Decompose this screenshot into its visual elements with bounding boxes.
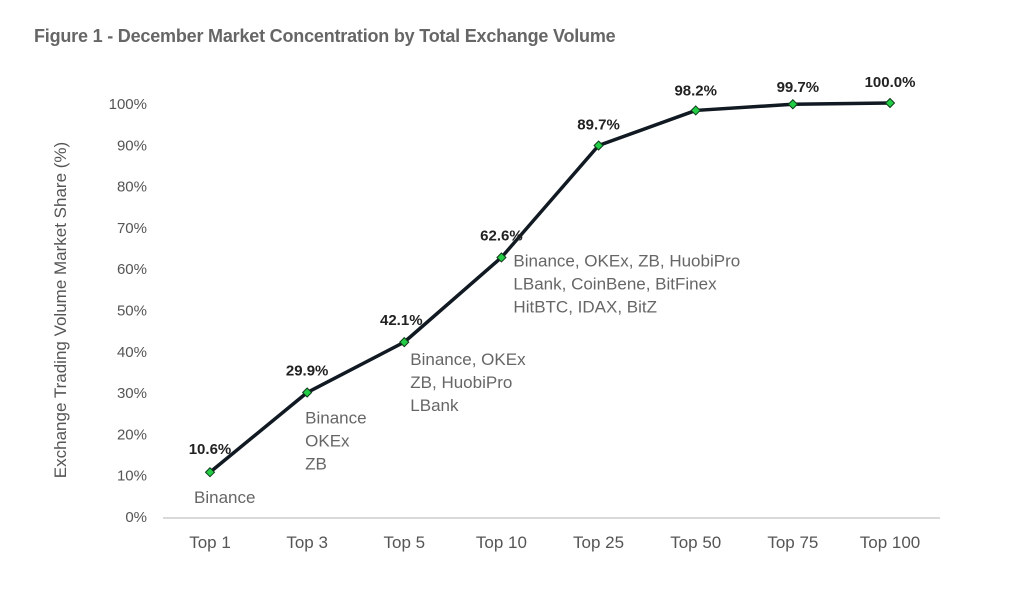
annotation-text: HitBTC, IDAX, BitZ [513,297,657,316]
data-label: 98.2% [674,82,717,99]
data-label: 62.6% [480,227,523,244]
annotation-text: Binance [194,488,255,507]
series-line [208,101,892,474]
x-tick-label: Top 50 [670,533,721,552]
annotation-text: LBank, CoinBene, BitFinex [513,274,717,293]
y-tick-label: 90% [117,137,147,154]
series-markers [204,97,896,478]
data-point-marker [690,105,701,116]
y-tick-label: 80% [117,179,147,196]
y-axis-label: Exchange Trading Volume Market Share (%) [51,142,70,478]
x-tick-label: Top 100 [860,533,921,552]
annotation-text: OKEx [305,432,350,451]
annotation-text: ZB [305,455,327,474]
data-point-marker [496,252,507,263]
data-label: 42.1% [380,312,423,329]
annotation-text: Binance, OKEx, ZB, HuobiPro [513,251,740,270]
data-point-marker [787,99,799,110]
x-tick-label: Top 3 [286,533,328,552]
x-tick-label: Top 5 [383,533,425,552]
data-label: 100.0% [865,74,916,91]
y-tick-label: 60% [117,261,147,278]
y-tick-label: 50% [117,303,147,320]
y-tick-label: 100% [109,96,147,113]
annotations: Binance Binance OKEx ZB Binance, OKEx ZB, Huo… [194,251,740,507]
y-tick-label: 10% [117,468,147,485]
data-point-marker [204,467,216,478]
y-axis-ticks: 0% 10% 20% 30% 40% 50% 60% 70% 80% 90% 100% [109,96,147,526]
chart-title: Figure 1 - December Market Concentration… [34,26,616,46]
annotation-text: Binance [305,409,366,428]
y-tick-label: 70% [117,220,147,237]
data-point-marker [399,336,410,348]
data-point-marker [593,140,604,151]
x-tick-label: Top 1 [189,533,231,552]
data-labels: 10.6% 29.9% 42.1% 62.6% 89.7% 98.2% 99.7% 100.0… [189,74,916,458]
data-point-marker [884,97,896,109]
x-tick-label: Top 10 [476,533,527,552]
y-tick-label: 20% [117,426,147,443]
data-point-marker [301,387,313,398]
annotation-text: LBank [410,396,459,415]
data-label: 89.7% [577,117,620,134]
data-label: 10.6% [189,441,232,458]
x-axis-ticks: Top 1 Top 3 Top 5 Top 10 Top 25 Top 50 Top 75 T… [189,533,920,552]
x-tick-label: Top 75 [767,533,818,552]
data-label: 99.7% [777,79,820,96]
annotation-text: ZB, HuobiPro [410,373,512,392]
y-tick-label: 0% [125,509,147,526]
data-label: 29.9% [286,363,329,380]
y-tick-label: 40% [117,344,147,361]
x-tick-label: Top 25 [573,533,624,552]
y-tick-label: 30% [117,385,147,402]
annotation-text: Binance, OKEx [410,350,526,369]
